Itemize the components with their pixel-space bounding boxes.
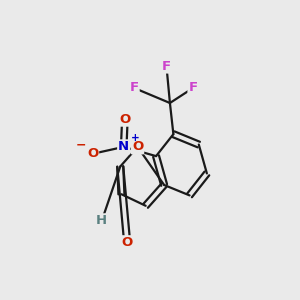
Text: F: F: [130, 82, 139, 94]
Text: F: F: [188, 82, 198, 94]
Text: H: H: [96, 214, 107, 227]
Text: +: +: [130, 133, 139, 143]
Text: N: N: [118, 140, 129, 153]
Text: O: O: [87, 147, 98, 160]
Text: F: F: [162, 59, 171, 73]
Text: O: O: [132, 140, 143, 153]
Text: −: −: [76, 139, 87, 152]
Text: O: O: [122, 236, 133, 249]
Text: O: O: [119, 113, 130, 126]
